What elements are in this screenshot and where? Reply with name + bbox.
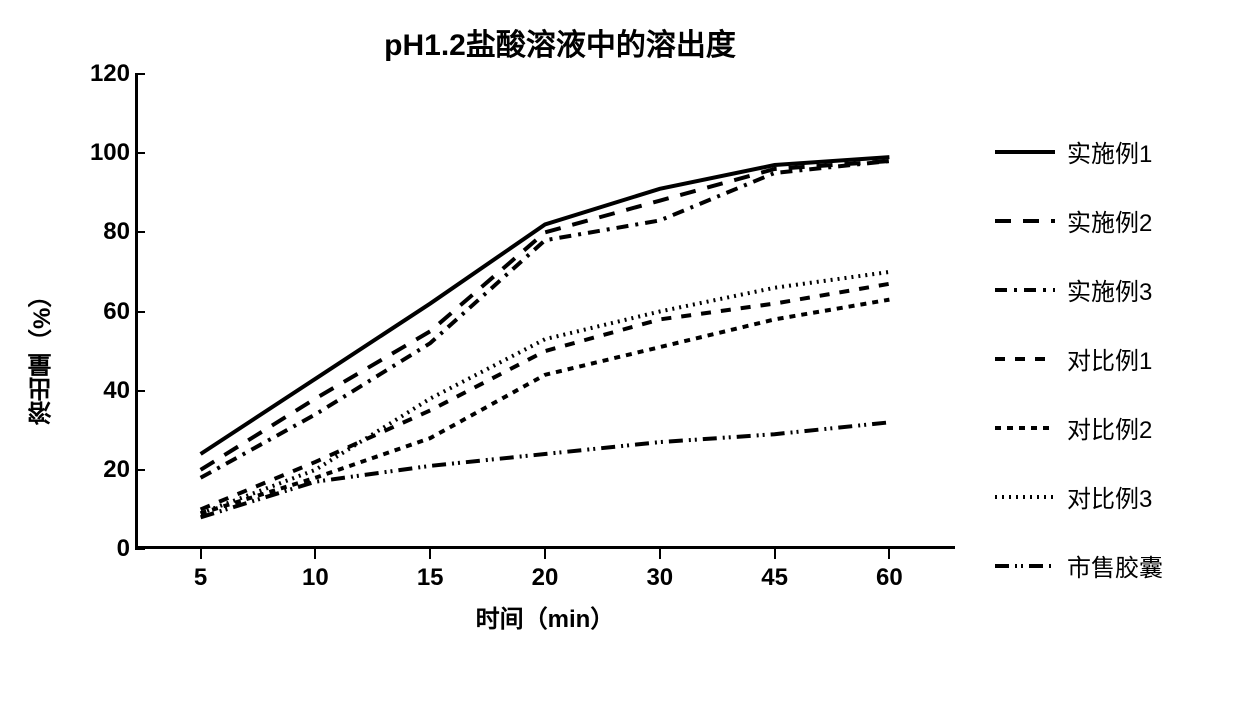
series-line — [201, 284, 890, 510]
legend-label: 对比例1 — [1067, 341, 1152, 376]
series-line — [201, 422, 890, 517]
plot-area: 020406080100120 — [135, 74, 955, 549]
y-tick-label: 40 — [75, 377, 130, 405]
y-tick-mark — [135, 231, 145, 233]
legend-item: 对比例2 — [995, 410, 1240, 445]
legend-label: 市售胶囊 — [1067, 548, 1163, 583]
legend-item: 对比例3 — [995, 479, 1240, 514]
line-plot-svg — [135, 74, 955, 549]
y-tick-label: 0 — [75, 535, 130, 563]
x-tick-label: 20 — [532, 564, 559, 592]
legend: 实施例1 实施例2 实施例3 对比例1 对比例2 对比例3 市售胶囊 — [955, 74, 1240, 634]
y-tick-mark — [135, 311, 145, 313]
x-ticks: 5 10 15 20 30 45 60 — [135, 549, 955, 589]
legend-item: 对比例1 — [995, 341, 1240, 376]
series-line — [201, 157, 890, 454]
legend-label: 实施例3 — [1067, 272, 1152, 307]
plot-wrapper: 020406080100120 5 10 15 20 30 45 60 时间（min） — [135, 74, 955, 634]
y-tick-mark — [135, 390, 145, 392]
legend-swatch — [995, 142, 1055, 162]
x-tick-label: 45 — [761, 564, 788, 592]
x-tick-mark — [429, 549, 431, 559]
y-tick-mark — [135, 469, 145, 471]
y-tick-label: 80 — [75, 218, 130, 246]
legend-swatch — [995, 211, 1055, 231]
x-tick-mark — [314, 549, 316, 559]
x-tick-mark — [774, 549, 776, 559]
x-tick-label: 60 — [876, 564, 903, 592]
x-tick-mark — [200, 549, 202, 559]
legend-label: 实施例2 — [1067, 203, 1152, 238]
y-axis-label: 溶出量（%） — [20, 74, 65, 634]
legend-item: 实施例1 — [995, 134, 1240, 169]
y-tick-label: 20 — [75, 456, 130, 484]
y-tick-label: 120 — [75, 60, 130, 88]
x-axis-label: 时间（min） — [135, 599, 955, 634]
legend-swatch — [995, 280, 1055, 300]
chart-body: 溶出量（%） 020406080100120 5 10 15 20 30 45 60 时间（… — [20, 74, 1220, 634]
legend-swatch — [995, 487, 1055, 507]
legend-swatch — [995, 418, 1055, 438]
series-line — [201, 161, 890, 470]
y-tick-mark — [135, 73, 145, 75]
series-line — [201, 161, 890, 478]
legend-item: 实施例3 — [995, 272, 1240, 307]
x-tick-mark — [544, 549, 546, 559]
series-line — [201, 272, 890, 513]
legend-swatch — [995, 349, 1055, 369]
x-tick-label: 30 — [646, 564, 673, 592]
y-tick-mark — [135, 152, 145, 154]
legend-swatch — [995, 556, 1055, 576]
x-tick-label: 5 — [194, 564, 207, 592]
x-tick-label: 15 — [417, 564, 444, 592]
y-ticks: 020406080100120 — [75, 74, 130, 549]
legend-label: 实施例1 — [1067, 134, 1152, 169]
legend-label: 对比例3 — [1067, 479, 1152, 514]
x-tick-mark — [659, 549, 661, 559]
legend-label: 对比例2 — [1067, 410, 1152, 445]
x-tick-mark — [888, 549, 890, 559]
legend-item: 市售胶囊 — [995, 548, 1240, 583]
chart-container: pH1.2盐酸溶液中的溶出度 溶出量（%） 020406080100120 51… — [20, 20, 1220, 708]
legend-item: 实施例2 — [995, 203, 1240, 238]
x-tick-label: 10 — [302, 564, 329, 592]
chart-title: pH1.2盐酸溶液中的溶出度 — [0, 20, 1220, 64]
y-tick-label: 100 — [75, 139, 130, 167]
y-tick-label: 60 — [75, 298, 130, 326]
